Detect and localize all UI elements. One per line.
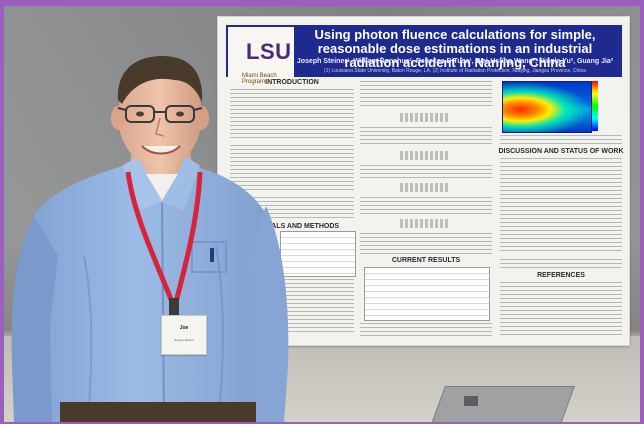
equation-4 xyxy=(400,219,450,228)
section-introduction: INTRODUCTION xyxy=(265,79,319,86)
badge-name: Joe xyxy=(179,325,189,331)
hair xyxy=(117,56,203,104)
poster-logo-block: LSU Miami Beach Program xyxy=(228,27,294,85)
mid-text-3 xyxy=(360,165,492,179)
equation-1 xyxy=(400,113,450,122)
badge-subtitle: Joseph Steiner xyxy=(173,338,194,342)
poster-affiliation: (1) Louisiana State University, Baton Ro… xyxy=(324,68,586,74)
section-discussion: DISCUSSION AND STATUS OF WORK xyxy=(498,148,624,155)
person-figure xyxy=(11,56,289,422)
section-references: REFERENCES xyxy=(537,272,585,279)
photo-scene: LSU Miami Beach Program Using photon flu… xyxy=(4,6,640,422)
shirt-body xyxy=(14,166,286,422)
poster-table-left xyxy=(280,231,356,277)
logo-subtext: Miami Beach Program xyxy=(242,73,277,85)
mid-text-5 xyxy=(360,233,492,255)
section-current-results: CURRENT RESULTS xyxy=(391,257,461,264)
poster-authors: Joseph Steiner¹, William Donahue¹, Rebec… xyxy=(296,58,614,65)
discussion-text xyxy=(500,158,622,254)
right-arm xyxy=(248,206,289,422)
eyeglasses xyxy=(117,105,203,123)
intro-text xyxy=(230,89,354,141)
left-arm xyxy=(11,216,58,422)
lanyard-clip xyxy=(169,298,179,316)
research-poster: LSU Miami Beach Program Using photon flu… xyxy=(217,16,630,346)
equation-3 xyxy=(400,183,450,192)
lanyard xyxy=(125,171,175,303)
mid-text-6 xyxy=(360,323,492,337)
floor-outlet-socket xyxy=(464,396,478,406)
mid-text-2 xyxy=(360,127,492,147)
head xyxy=(118,64,202,168)
shirt-collar xyxy=(122,156,162,210)
intro-text-2 xyxy=(230,145,354,193)
section-materials: MATERIALS AND METHODS xyxy=(244,223,340,230)
lsu-logo: LSU xyxy=(246,39,292,64)
poster-title: Using photon fluence calculations for si… xyxy=(314,27,596,70)
heatmap-color-scale xyxy=(592,81,598,131)
discussion-text-2 xyxy=(500,259,622,269)
smile xyxy=(141,145,181,155)
mid-text-1 xyxy=(360,81,492,109)
name-badge: Joe Joseph Steiner xyxy=(161,315,207,355)
pen-in-pocket xyxy=(210,248,214,262)
figure-caption xyxy=(500,135,622,145)
mid-text-4 xyxy=(360,197,492,215)
dose-heatmap-figure xyxy=(502,81,592,133)
equation-2 xyxy=(400,151,450,160)
poster-results-table xyxy=(364,267,490,321)
references-text xyxy=(500,282,622,336)
